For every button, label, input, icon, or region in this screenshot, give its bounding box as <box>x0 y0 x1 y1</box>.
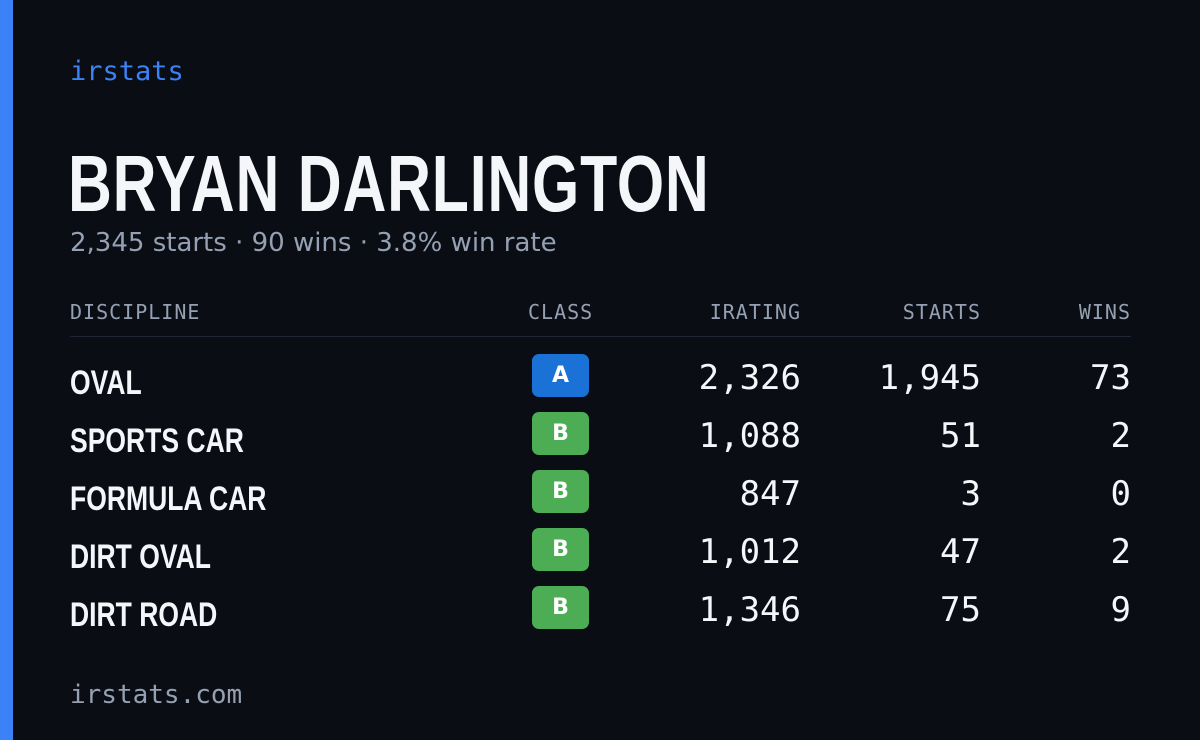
starts-value: 47 <box>940 532 981 572</box>
class-badge: A <box>532 354 589 397</box>
discipline-name: OVAL <box>70 364 142 402</box>
wins-value: 2 <box>1110 532 1131 572</box>
discipline-name: FORMULA CAR <box>70 480 267 518</box>
irating-value: 1,346 <box>698 590 801 630</box>
table-header: DISCIPLINE CLASS IRATING STARTS WINS <box>70 300 1131 337</box>
brand-logo-text: irstats <box>70 56 184 87</box>
wins-value: 9 <box>1110 590 1131 630</box>
discipline-name: DIRT OVAL <box>70 538 211 576</box>
footer-url: irstats.com <box>70 680 243 710</box>
discipline-name: DIRT ROAD <box>70 596 218 634</box>
header-irating: IRATING <box>709 300 801 324</box>
irating-value: 1,088 <box>698 416 801 456</box>
table-row: SPORTS CAR B 1,088 51 2 <box>70 408 1131 466</box>
header-starts: STARTS <box>902 300 981 324</box>
wins-value: 2 <box>1110 416 1131 456</box>
starts-value: 75 <box>940 590 981 630</box>
wins-value: 73 <box>1090 358 1131 398</box>
class-badge: B <box>532 470 589 513</box>
header-discipline: DISCIPLINE <box>70 300 201 324</box>
table-row: FORMULA CAR B 847 3 0 <box>70 466 1131 524</box>
irating-value: 2,326 <box>698 358 801 398</box>
table-row: DIRT OVAL B 1,012 47 2 <box>70 524 1131 582</box>
header-wins: WINS <box>1078 300 1131 324</box>
accent-bar <box>0 0 13 740</box>
starts-value: 3 <box>960 474 981 514</box>
wins-value: 0 <box>1110 474 1131 514</box>
class-badge: B <box>532 528 589 571</box>
irating-value: 847 <box>739 474 801 514</box>
starts-value: 1,945 <box>878 358 981 398</box>
starts-value: 51 <box>940 416 981 456</box>
header-class: CLASS <box>528 300 594 324</box>
class-badge: B <box>532 586 589 629</box>
table-row: OVAL A 2,326 1,945 73 <box>70 350 1131 408</box>
driver-summary: 2,345 starts · 90 wins · 3.8% win rate <box>70 228 557 258</box>
table-row: DIRT ROAD B 1,346 75 9 <box>70 582 1131 640</box>
irating-value: 1,012 <box>698 532 801 572</box>
discipline-name: SPORTS CAR <box>70 422 244 460</box>
class-badge: B <box>532 412 589 455</box>
driver-name: BRYAN DARLINGTON <box>68 139 710 228</box>
table-body: OVAL A 2,326 1,945 73 SPORTS CAR B 1,088… <box>70 350 1131 640</box>
